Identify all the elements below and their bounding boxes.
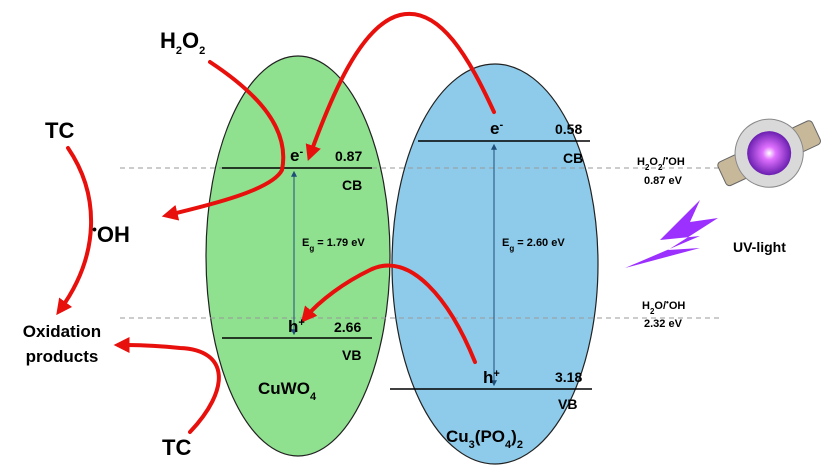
products-label: products	[26, 347, 99, 366]
band-label: CB	[342, 177, 362, 193]
diagram: H2O2 TC •OH Oxidation products TC e- 0.8…	[0, 0, 821, 466]
tc-label: TC	[45, 118, 74, 143]
band-label: CB	[563, 150, 583, 166]
redox-couple: H2O2/•OH	[637, 154, 685, 172]
potential-label: 0.87	[335, 148, 362, 164]
potential-label: 3.18	[555, 369, 582, 385]
redox-couple: H2O/•OH	[642, 298, 685, 316]
redox-potential: 0.87 eV	[644, 175, 683, 187]
led-icon	[708, 100, 821, 206]
hydroxyl-label: •OH	[92, 221, 130, 247]
products-label: Oxidation	[23, 322, 101, 341]
light-label: UV-light	[733, 239, 786, 255]
band-label: VB	[342, 347, 361, 363]
oxidation-arrow	[60, 148, 91, 310]
potential-label: 0.58	[555, 121, 582, 137]
potential-label: 2.66	[334, 319, 361, 335]
h2o2-label: H2O2	[160, 28, 205, 57]
redox-potential: 2.32 eV	[644, 318, 683, 330]
tc-label: TC	[162, 435, 191, 460]
tc-arrow	[120, 345, 219, 432]
band-label: VB	[558, 396, 577, 412]
lightning-icon	[625, 200, 718, 268]
